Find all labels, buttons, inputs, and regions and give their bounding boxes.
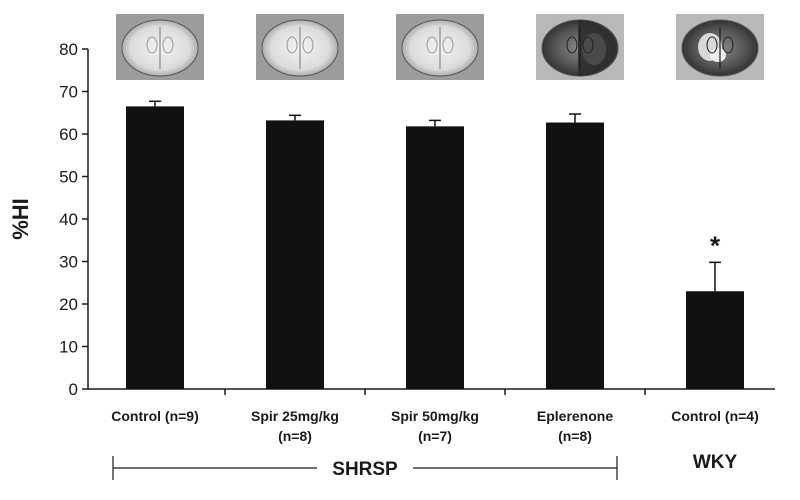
x-tick-label: Control (n=4) — [671, 408, 759, 424]
bar — [266, 120, 324, 390]
ventricle — [566, 36, 578, 54]
bar — [546, 122, 604, 390]
y-tick-label: 10 — [59, 338, 78, 357]
brain-images-layer — [116, 14, 764, 80]
x-tick-label: (n=8) — [278, 428, 312, 444]
y-tick-label: 40 — [59, 210, 78, 229]
x-tick-label: Spir 25mg/kg — [251, 408, 339, 424]
y-axis-label: %HI — [8, 198, 33, 240]
ventricle — [286, 36, 298, 54]
x-tick-label: Control (n=9) — [111, 408, 199, 424]
bar — [406, 126, 464, 389]
group-label: WKY — [693, 452, 738, 473]
ventricle — [302, 36, 314, 54]
infarct-region — [582, 33, 606, 65]
y-tick-label: 0 — [69, 380, 78, 399]
x-tick-label: Eplerenone — [537, 408, 613, 424]
ventricle — [146, 36, 158, 54]
y-tick-label: 70 — [59, 83, 78, 102]
brain-section-image — [536, 14, 624, 80]
bar — [686, 291, 744, 389]
bars-layer — [126, 100, 744, 390]
y-tick-label: 20 — [59, 295, 78, 314]
ventricle — [722, 36, 734, 54]
ventricle — [426, 36, 438, 54]
group-label: SHRSP — [332, 459, 398, 480]
x-tick-label: (n=7) — [418, 428, 452, 444]
ventricle — [442, 36, 454, 54]
bar — [126, 106, 184, 389]
ventricle — [162, 36, 174, 54]
x-tick-label: (n=8) — [558, 428, 592, 444]
lesion-region — [710, 48, 726, 62]
ventricle — [582, 36, 594, 54]
x-tick-label: Spir 50mg/kg — [391, 408, 479, 424]
significance-marker: * — [710, 230, 721, 260]
brain-section-image — [676, 14, 764, 80]
brain-section-image — [256, 14, 344, 80]
labels-layer: %HI * Control (n=9) Spir 25mg/kg (n=8) Spir 5… — [8, 198, 759, 480]
y-tick-label: 80 — [59, 40, 78, 59]
y-tick-label: 30 — [59, 253, 78, 272]
y-tick-label: 60 — [59, 125, 78, 144]
ventricle — [706, 36, 718, 54]
y-tick-label: 50 — [59, 168, 78, 187]
chart-axes: 0 10 20 30 40 50 60 70 80 — [59, 40, 775, 399]
brain-section-image — [116, 14, 204, 80]
brain-section-image — [396, 14, 484, 80]
